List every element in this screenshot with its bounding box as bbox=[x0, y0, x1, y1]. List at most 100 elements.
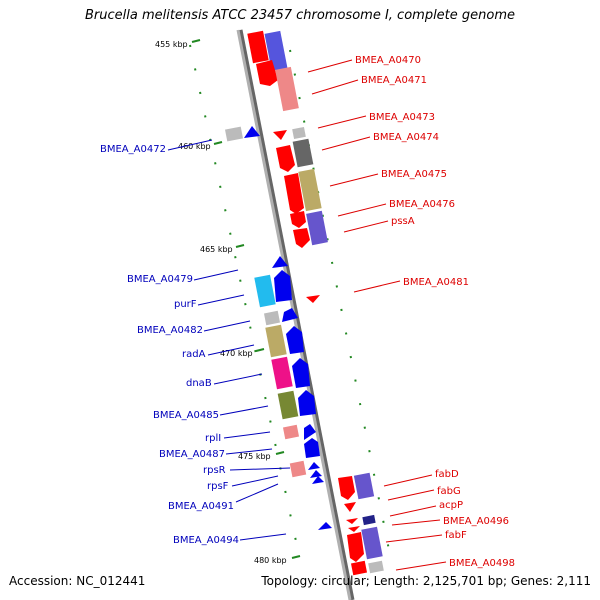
gene-feature[interactable] bbox=[273, 130, 287, 140]
gene-label[interactable]: BMEA_A0475 bbox=[381, 169, 447, 180]
gene-feature[interactable] bbox=[298, 168, 322, 212]
reverse-label-group: BMEA_A0472 BMEA_A0479 purF BMEA_A0482 ra… bbox=[100, 139, 291, 546]
gene-feature[interactable] bbox=[254, 274, 276, 308]
gene-feature[interactable] bbox=[282, 308, 298, 322]
gene-label[interactable]: BMEA_A0494 bbox=[173, 535, 239, 546]
gene-feature[interactable] bbox=[318, 522, 332, 530]
gene-feature[interactable] bbox=[304, 424, 316, 440]
gene-feature[interactable] bbox=[247, 30, 269, 64]
gene-label[interactable]: BMEA_A0487 bbox=[159, 449, 225, 460]
gene-label[interactable]: BMEA_A0471 bbox=[361, 75, 427, 86]
gene-label[interactable]: BMEA_A0491 bbox=[168, 501, 234, 512]
label-leader bbox=[389, 505, 437, 517]
gene-feature[interactable] bbox=[286, 326, 304, 354]
label-leader bbox=[167, 139, 213, 151]
gene-feature[interactable] bbox=[282, 424, 300, 440]
tick-mark bbox=[255, 348, 265, 352]
gene-label[interactable]: rpsF bbox=[207, 481, 229, 492]
gene-feature[interactable] bbox=[292, 126, 306, 140]
gene-feature[interactable] bbox=[306, 210, 328, 246]
gene-feature[interactable] bbox=[312, 476, 324, 484]
gene-label[interactable]: BMEA_A0496 bbox=[443, 516, 509, 527]
gene-label[interactable]: BMEA_A0485 bbox=[153, 410, 219, 421]
gene-label[interactable]: fabG bbox=[437, 486, 461, 497]
tick-labels: 455 kbp 460 kbp 465 kbp 470 kbp 475 kbp … bbox=[155, 39, 301, 565]
gene-feature[interactable] bbox=[277, 390, 299, 420]
gene-feature[interactable] bbox=[308, 462, 320, 470]
tick-label[interactable]: 460 kbp bbox=[178, 142, 211, 151]
gene-feature[interactable] bbox=[368, 560, 384, 574]
gene-label[interactable]: BMEA_A0479 bbox=[127, 274, 193, 285]
gene-feature[interactable] bbox=[338, 476, 355, 500]
gene-feature[interactable] bbox=[348, 526, 360, 532]
gene-feature[interactable] bbox=[353, 472, 375, 500]
gene-feature[interactable] bbox=[346, 518, 358, 524]
gene-label[interactable]: BMEA_A0472 bbox=[100, 144, 166, 155]
gene-label[interactable]: dnaB bbox=[186, 378, 212, 389]
gene-label[interactable]: pssA bbox=[391, 216, 415, 227]
gene-feature[interactable] bbox=[347, 532, 364, 562]
gene-label[interactable]: acpP bbox=[439, 500, 463, 511]
label-leader bbox=[219, 405, 269, 416]
gene-feature[interactable] bbox=[362, 514, 376, 526]
gene-feature[interactable] bbox=[306, 295, 320, 303]
gene-label[interactable]: BMEA_A0498 bbox=[449, 558, 515, 569]
gene-feature[interactable] bbox=[272, 256, 288, 268]
tick-label[interactable]: 470 kbp bbox=[220, 349, 253, 358]
gene-feature[interactable] bbox=[361, 526, 383, 560]
gene-feature[interactable] bbox=[344, 502, 356, 512]
gene-feature[interactable] bbox=[271, 356, 293, 390]
label-leader bbox=[231, 475, 279, 487]
gene-feature[interactable] bbox=[256, 60, 278, 86]
tick-mark bbox=[191, 39, 201, 43]
gene-feature[interactable] bbox=[289, 460, 307, 478]
gene-feature[interactable] bbox=[310, 470, 322, 478]
gene-feature[interactable] bbox=[304, 438, 320, 458]
label-leader bbox=[343, 220, 389, 233]
gene-label[interactable]: purF bbox=[174, 299, 197, 310]
gene-feature[interactable] bbox=[350, 560, 368, 576]
gene-feature[interactable] bbox=[274, 270, 292, 302]
tick-label[interactable]: 455 kbp bbox=[155, 40, 188, 49]
gene-label[interactable]: rpsR bbox=[203, 465, 226, 476]
tick-label[interactable]: 465 kbp bbox=[200, 245, 233, 254]
label-leader bbox=[311, 79, 359, 95]
gene-feature[interactable] bbox=[275, 66, 299, 112]
gene-label[interactable]: BMEA_A0470 bbox=[355, 55, 421, 66]
label-leader bbox=[383, 474, 433, 487]
tick-label[interactable]: 480 kbp bbox=[254, 556, 287, 565]
gene-label[interactable]: BMEA_A0481 bbox=[403, 277, 469, 288]
gene-label[interactable]: BMEA_A0482 bbox=[137, 325, 203, 336]
gene-label[interactable]: BMEA_A0473 bbox=[369, 112, 435, 123]
gene-feature[interactable] bbox=[276, 145, 295, 172]
map-title: Brucella melitensis ATCC 23457 chromosom… bbox=[84, 8, 516, 23]
label-leader bbox=[193, 269, 239, 281]
gene-label[interactable]: BMEA_A0474 bbox=[373, 132, 439, 143]
gene-label[interactable]: BMEA_A0476 bbox=[389, 199, 455, 210]
gene-feature[interactable] bbox=[298, 390, 316, 416]
gene-feature[interactable] bbox=[225, 126, 243, 142]
label-leader bbox=[207, 344, 255, 356]
gene-label[interactable]: fabD bbox=[435, 469, 459, 480]
gene-label[interactable]: radA bbox=[182, 349, 206, 360]
gene-label[interactable]: fabF bbox=[445, 530, 467, 541]
label-leader bbox=[317, 115, 367, 129]
gene-feature[interactable] bbox=[292, 358, 310, 388]
gene-feature[interactable] bbox=[263, 310, 281, 326]
gene-feature[interactable] bbox=[292, 138, 314, 168]
accession-text: Accession: NC_012441 bbox=[9, 574, 146, 588]
label-leader bbox=[197, 294, 245, 306]
gene-feature[interactable] bbox=[290, 211, 306, 228]
label-leader bbox=[395, 561, 447, 571]
gene-label[interactable]: rplI bbox=[205, 433, 221, 444]
gene-feature[interactable] bbox=[284, 173, 304, 214]
label-leader bbox=[235, 483, 279, 503]
tick-mark bbox=[235, 244, 245, 248]
gene-feature[interactable] bbox=[244, 126, 260, 138]
gene-feature[interactable] bbox=[293, 228, 310, 248]
gene-feature[interactable] bbox=[265, 324, 287, 358]
tick-label[interactable]: 475 kbp bbox=[238, 452, 271, 461]
label-leader bbox=[321, 136, 371, 151]
label-leader bbox=[385, 534, 443, 543]
